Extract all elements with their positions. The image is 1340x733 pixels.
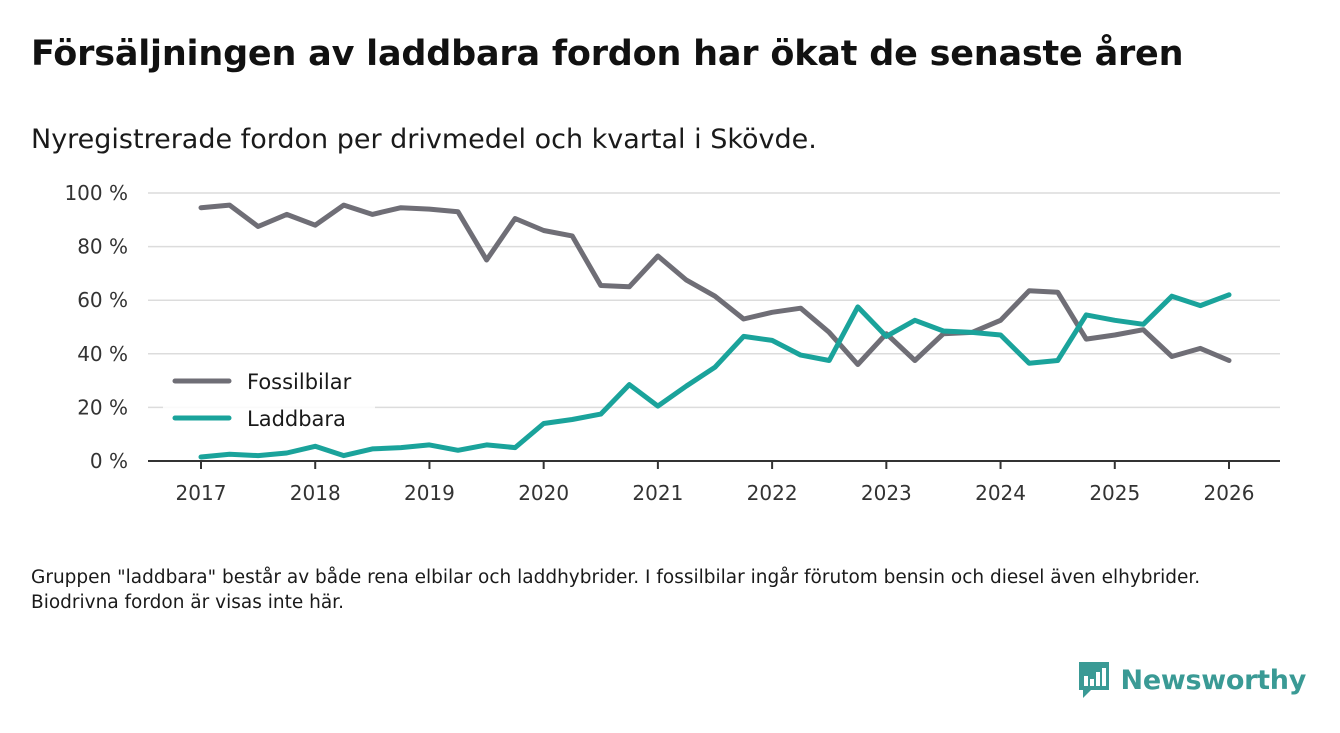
series-line-laddbara bbox=[198, 292, 1232, 460]
bar-chart-speech-bubble-icon bbox=[1078, 662, 1109, 698]
x-tick-label: 2021 bbox=[632, 481, 683, 505]
series-line-fossilbilar bbox=[198, 202, 1232, 367]
chart-subtitle: Nyregistrerade fordon per drivmedel och … bbox=[31, 124, 817, 155]
chart-footnote: Gruppen "laddbara" består av både rena e… bbox=[31, 567, 1201, 613]
x-tick-label: 2019 bbox=[404, 481, 455, 505]
y-tick-label: 40 % bbox=[77, 342, 128, 366]
y-tick-label: 60 % bbox=[77, 288, 128, 312]
x-tick-label: 2024 bbox=[975, 481, 1026, 505]
x-tick-label: 2017 bbox=[176, 481, 227, 505]
legend-background bbox=[163, 358, 375, 440]
line-chart: 0 % 20 % 40 % 60 % 80 % 100 % 2017 2018 2019 202… bbox=[64, 181, 1280, 505]
x-tick-label: 2026 bbox=[1204, 481, 1255, 505]
brand-logo[interactable]: Newsworthy bbox=[1077, 660, 1306, 700]
chart-title: Försäljningen av laddbara fordon har öka… bbox=[31, 34, 1184, 74]
x-tick-label: 2020 bbox=[518, 481, 569, 505]
x-tick-label: 2023 bbox=[861, 481, 912, 505]
grid-lines bbox=[148, 192, 1280, 409]
legend: Fossilbilar Laddbara bbox=[163, 358, 375, 440]
x-tick-label: 2018 bbox=[290, 481, 341, 505]
y-tick-label: 100 % bbox=[64, 181, 128, 205]
y-tick-label: 80 % bbox=[77, 235, 128, 259]
y-tick-label: 20 % bbox=[77, 395, 128, 419]
y-axis: 0 % 20 % 40 % 60 % 80 % 100 % bbox=[64, 181, 128, 473]
y-tick-label: 0 % bbox=[90, 449, 128, 473]
x-tick-label: 2022 bbox=[747, 481, 798, 505]
x-tick-label: 2025 bbox=[1089, 481, 1140, 505]
brand-name: Newsworthy bbox=[1120, 664, 1307, 696]
legend-label-laddbara: Laddbara bbox=[247, 407, 346, 431]
x-axis: 2017 2018 2019 2020 2021 2022 2023 2024 2025 2026 bbox=[148, 460, 1280, 505]
series-lines bbox=[198, 202, 1232, 460]
legend-label-fossilbilar: Fossilbilar bbox=[247, 370, 352, 394]
